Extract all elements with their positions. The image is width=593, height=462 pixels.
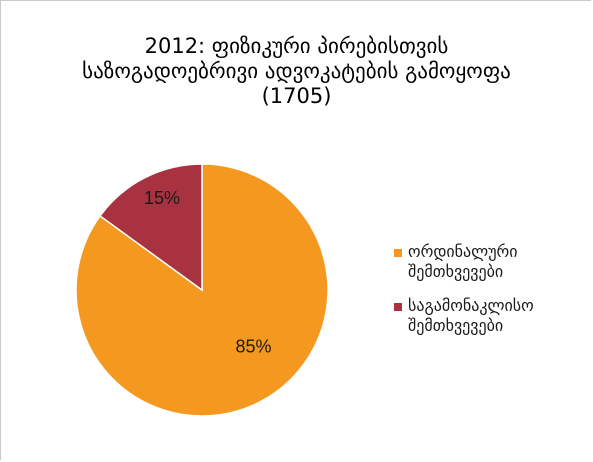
legend-label-ordinary: ორდინალური შემთხვევები	[408, 242, 518, 281]
legend-item-exceptional: საგამონაკლისო შემთხვევები	[394, 296, 584, 336]
legend: ორდინალური შემთხვევები საგამონაკლისო შემ…	[394, 242, 584, 350]
pie-label-exceptional: 15%	[144, 188, 180, 208]
legend-swatch-ordinary	[394, 249, 402, 257]
legend-label-exceptional: საგამონაკლისო შემთხვევები	[408, 296, 534, 335]
chart-title-line-2: საზოგადოებრივი ადვოკატების გამოყოფა	[82, 59, 511, 83]
chart-title-line-1: 2012: ფიზიკური პირებისთვის	[144, 34, 449, 58]
pie-slices	[75, 163, 329, 417]
chart-title: 2012: ფიზიკური პირებისთვის საზოგადოებრივ…	[0, 34, 593, 109]
pie-labels: 85% 15%	[144, 188, 272, 356]
legend-swatch-exceptional	[394, 303, 402, 311]
chart-title-line-3: (1705)	[261, 84, 332, 108]
pie-label-ordinary: 85%	[235, 336, 271, 356]
legend-item-ordinary: ორდინალური შემთხვევები	[394, 242, 584, 282]
pie-slice-exceptional	[99, 163, 203, 292]
